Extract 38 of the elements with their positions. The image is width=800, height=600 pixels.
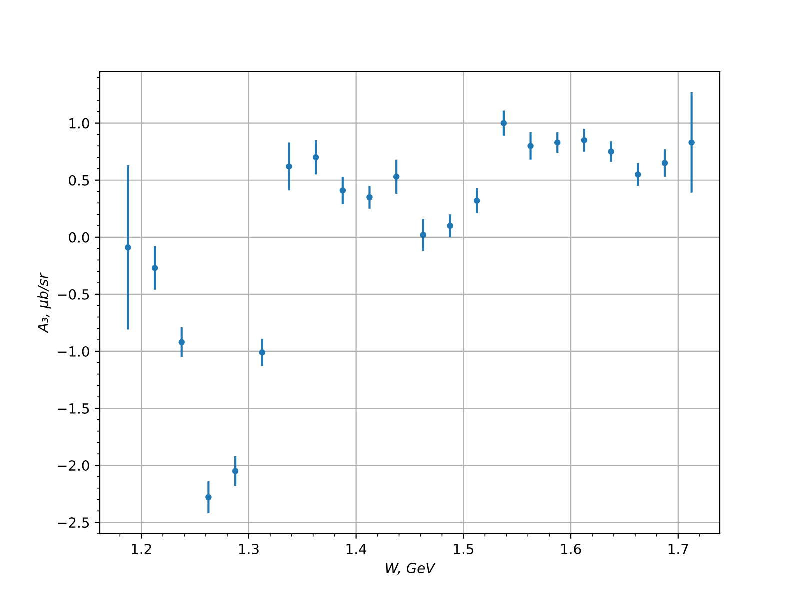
point [286,164,292,170]
y-tick-label: −2.5 [58,518,90,528]
point [152,265,158,272]
x-tick-label: 1.6 [562,544,582,554]
y-tick-label: −0.5 [58,289,90,300]
point [259,349,266,356]
y-tick-label: −1.5 [58,404,90,414]
point [393,174,400,180]
x-axis-title: W, GeV [386,562,436,575]
point [500,120,508,126]
x-tick-label: 1.3 [239,544,259,554]
point [474,198,480,204]
point [688,140,695,146]
x-tick-label: 1.5 [454,544,474,554]
point [312,154,320,161]
point [178,339,185,346]
y-tick-label: 0.5 [69,175,90,186]
point [232,468,239,474]
point [554,140,561,146]
x-tick-label: 1.2 [132,544,152,554]
point [608,148,614,155]
point [340,188,346,194]
point [528,143,534,150]
y-tick-label: −1.0 [58,346,90,357]
y-tick-label: −2.0 [58,460,90,472]
point [447,222,454,230]
y-tick-label: 1.0 [70,118,90,129]
y-axis-title: A₃, μb/sr [38,272,51,334]
point [206,494,212,501]
x-tick-label: 1.7 [668,544,688,554]
point [125,244,132,251]
x-tick-label: 1.4 [346,544,367,554]
point [366,194,373,201]
point [635,172,642,178]
point [581,137,588,144]
point [662,160,668,166]
point [420,232,427,238]
y-tick-label: 0.0 [69,232,90,243]
